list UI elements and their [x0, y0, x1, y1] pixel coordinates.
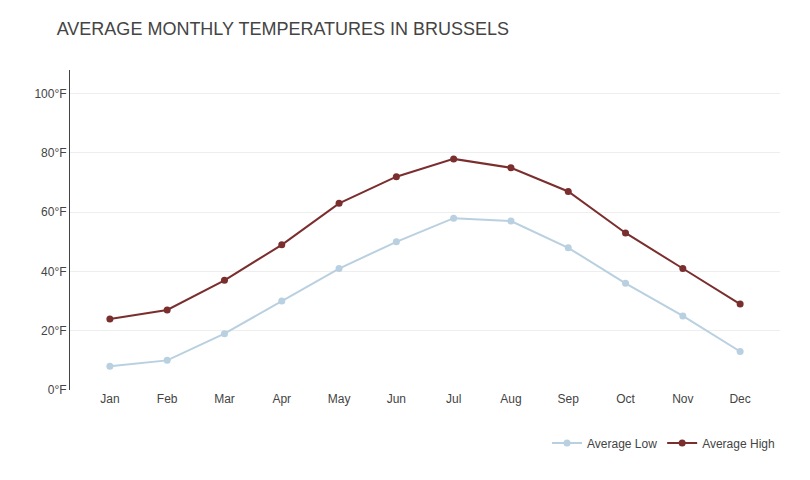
svg-text:Oct: Oct	[616, 392, 635, 406]
svg-text:40°F: 40°F	[41, 265, 66, 279]
svg-text:Jun: Jun	[387, 392, 406, 406]
svg-text:100°F: 100°F	[34, 87, 66, 101]
svg-text:Dec: Dec	[729, 392, 750, 406]
svg-text:May: May	[328, 392, 351, 406]
svg-text:Jul: Jul	[446, 392, 461, 406]
svg-text:AVERAGE MONTHLY TEMPERATURES I: AVERAGE MONTHLY TEMPERATURES IN BRUSSELS	[57, 19, 509, 39]
svg-text:20°F: 20°F	[41, 324, 66, 338]
svg-text:60°F: 60°F	[41, 205, 66, 219]
svg-text:Average Low: Average Low	[587, 437, 657, 451]
svg-text:0°F: 0°F	[48, 383, 67, 397]
svg-text:Mar: Mar	[214, 392, 235, 406]
svg-text:Feb: Feb	[157, 392, 178, 406]
svg-text:Nov: Nov	[672, 392, 693, 406]
svg-text:Aug: Aug	[500, 392, 521, 406]
svg-text:80°F: 80°F	[41, 146, 66, 160]
svg-text:Jan: Jan	[100, 392, 119, 406]
svg-text:Average High: Average High	[702, 437, 775, 451]
svg-text:Apr: Apr	[272, 392, 291, 406]
svg-text:Sep: Sep	[558, 392, 580, 406]
